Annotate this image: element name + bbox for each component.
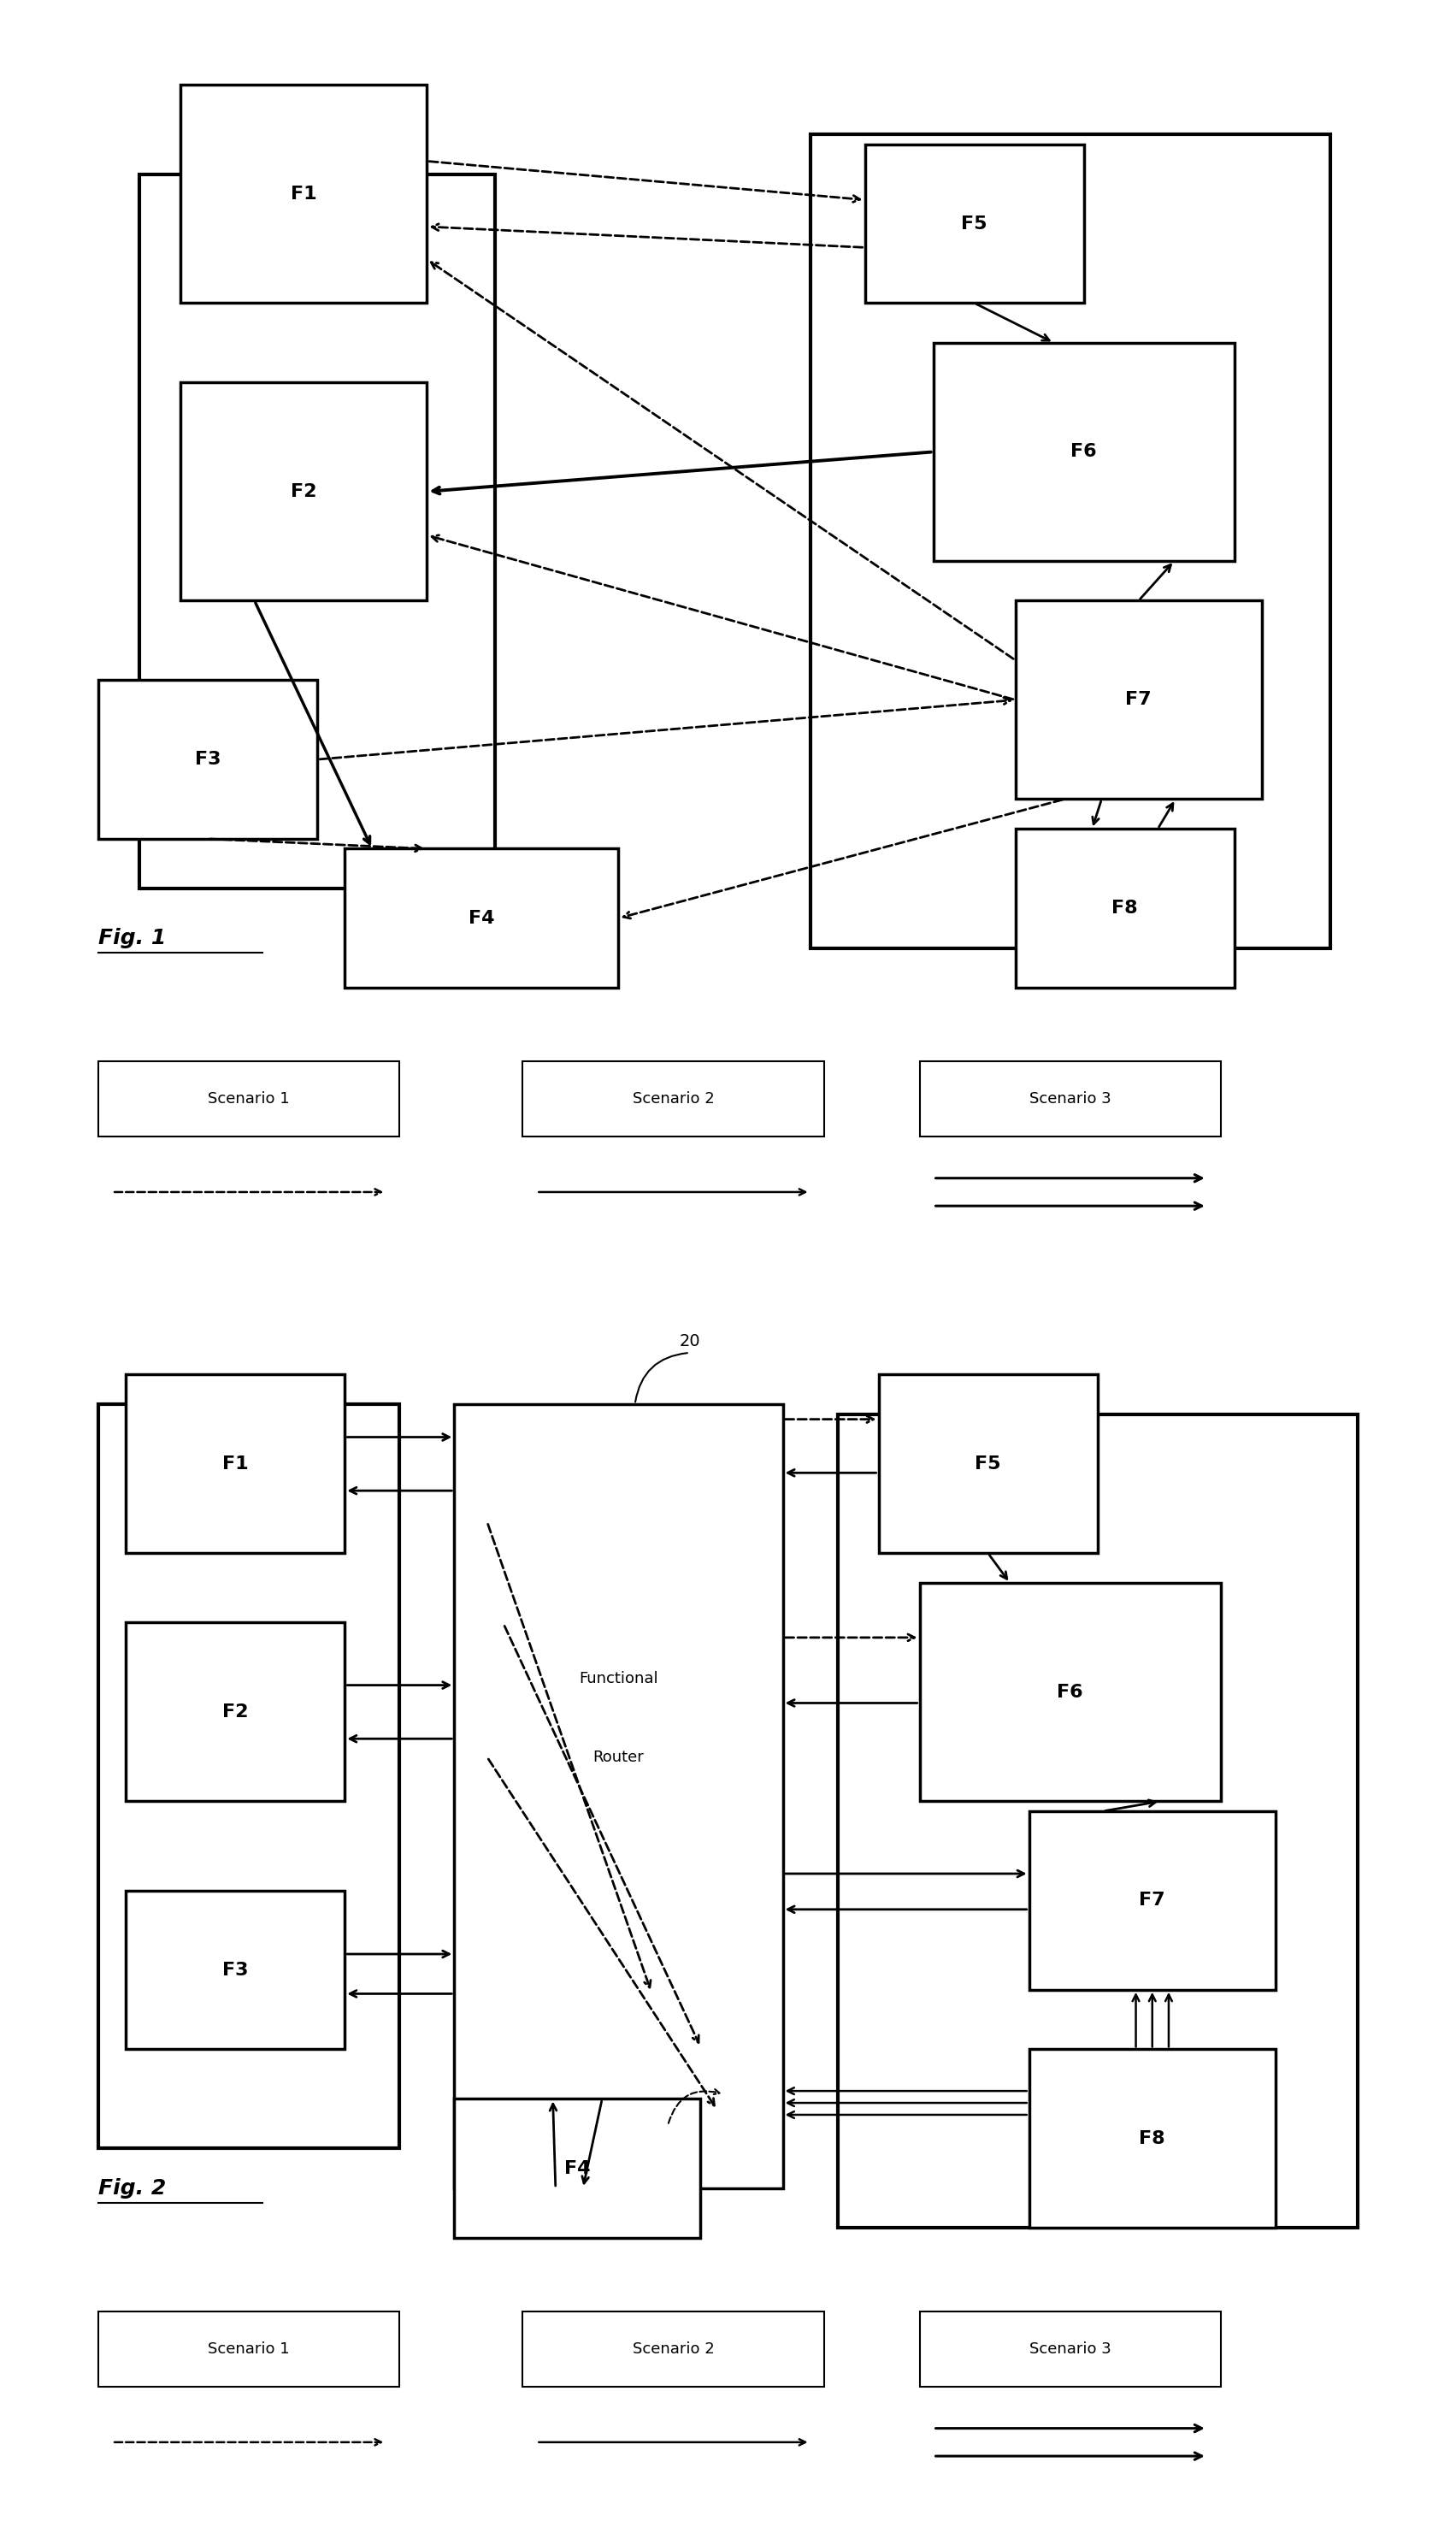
Bar [99, 1061, 399, 1137]
Bar [454, 1404, 783, 2188]
Text: F7: F7 [1139, 1891, 1165, 1908]
Text: Functional: Functional [579, 1671, 658, 1687]
Text: F6: F6 [1070, 444, 1096, 461]
Text: Scenario 1: Scenario 1 [208, 1092, 290, 1107]
Text: Scenario 1: Scenario 1 [208, 2342, 290, 2357]
Text: Fig. 2: Fig. 2 [99, 2178, 166, 2198]
Text: F3: F3 [195, 751, 221, 769]
Text: Router: Router [593, 1750, 644, 1765]
Bar [1029, 1810, 1275, 1989]
Text: F7: F7 [1125, 691, 1152, 708]
Text: F4: F4 [469, 910, 495, 928]
Text: F2: F2 [223, 1704, 249, 1719]
Bar [933, 343, 1235, 562]
Bar [125, 1624, 345, 1800]
Text: Scenario 2: Scenario 2 [632, 2342, 715, 2357]
Bar [920, 2312, 1220, 2387]
Text: F6: F6 [1057, 1684, 1083, 1702]
Text: Scenario 2: Scenario 2 [632, 1092, 715, 1107]
Text: Fig. 1: Fig. 1 [99, 928, 166, 948]
Bar [810, 134, 1331, 948]
Bar [920, 1583, 1220, 1800]
Bar [454, 2100, 700, 2239]
Text: F5: F5 [961, 214, 987, 232]
Text: F1: F1 [223, 1455, 249, 1472]
Text: F1: F1 [291, 187, 317, 202]
Bar [345, 850, 619, 988]
Text: Scenario 3: Scenario 3 [1029, 1092, 1111, 1107]
Text: F4: F4 [565, 2160, 591, 2178]
Bar [878, 1374, 1098, 1553]
Text: F3: F3 [223, 1961, 249, 1979]
Bar [181, 86, 427, 303]
Bar [99, 1404, 399, 2148]
Text: 20: 20 [678, 1334, 700, 1349]
Bar [181, 383, 427, 600]
Bar [99, 2312, 399, 2387]
Text: F8: F8 [1139, 2130, 1165, 2148]
Bar [920, 1061, 1220, 1137]
Bar [125, 1374, 345, 1553]
Bar [1029, 2050, 1275, 2229]
Bar [125, 1891, 345, 2050]
Bar [1015, 829, 1235, 988]
Bar [523, 2312, 824, 2387]
Bar [837, 1414, 1357, 2229]
Text: F5: F5 [976, 1455, 1002, 1472]
Bar [99, 681, 317, 839]
Text: Scenario 3: Scenario 3 [1029, 2342, 1111, 2357]
Text: F2: F2 [291, 484, 317, 499]
Bar [523, 1061, 824, 1137]
Text: F8: F8 [1112, 900, 1139, 918]
Bar [140, 174, 495, 887]
Bar [865, 144, 1083, 303]
Bar [1015, 600, 1262, 799]
